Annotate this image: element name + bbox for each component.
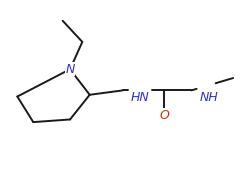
Text: N: N	[65, 63, 75, 76]
Text: O: O	[159, 108, 169, 122]
Text: HN: HN	[130, 91, 149, 104]
Text: NH: NH	[199, 91, 218, 104]
